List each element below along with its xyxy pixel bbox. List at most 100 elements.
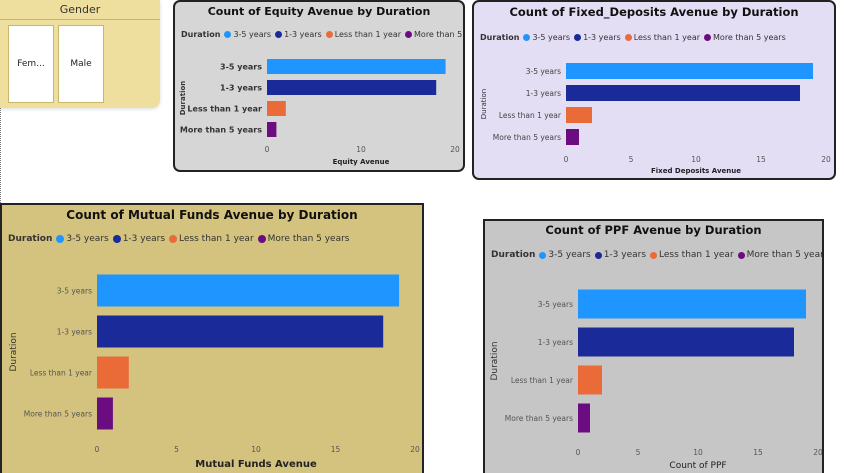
category-label: 1-3 years	[538, 338, 573, 347]
chart-title: Count of PPF Avenue by Duration	[545, 223, 762, 237]
legend-title: Duration	[491, 250, 536, 260]
equity-bar-chart: 3-5 years 1-3 years Less than 1 year More t…	[179, 59, 460, 166]
x-axis-title: Mutual Funds Avenue	[195, 459, 317, 470]
legend-label: 3-5 years	[532, 33, 571, 42]
bar-more-than-5-years	[267, 122, 277, 137]
legend-label: Less than 1 year	[334, 30, 402, 39]
category-label: 3-5 years	[220, 63, 262, 72]
x-tick-label: 5	[636, 448, 641, 457]
x-tick-label: 10	[251, 445, 261, 454]
legend-marker	[624, 34, 632, 41]
x-axis-title: Equity Avenue	[333, 158, 390, 166]
bar-less-than-1-year	[97, 356, 129, 389]
x-tick-label: 5	[174, 445, 179, 454]
x-tick-label: 20	[821, 155, 831, 164]
legend-item-less-than-1-year[interactable]: Less than 1 year	[624, 33, 701, 42]
x-tick-label: 0	[95, 445, 100, 454]
x-tick-label: 5	[629, 155, 634, 164]
legend-marker	[704, 34, 712, 41]
x-tick-label: 20	[410, 445, 420, 454]
category-label: More than 5 years	[24, 410, 92, 419]
bar-1-3-years	[578, 327, 794, 357]
chart-legend: Duration 3-5 years 1-3 years Less than 1…	[491, 250, 824, 260]
legend-item-1-3-years[interactable]: 1-3 years	[574, 33, 621, 42]
chart-title: Count of Mutual Funds Avenue by Duration	[66, 208, 358, 222]
legend-item-more-than-5-years[interactable]: More than 5 years	[405, 30, 463, 39]
category-label: 3-5 years	[57, 287, 92, 296]
chart-title: Count of Fixed_Deposits Avenue by Durati…	[509, 5, 799, 19]
legend-item-1-3-years[interactable]: 1-3 years	[594, 250, 647, 260]
slicer-option-male[interactable]: Male	[58, 25, 104, 103]
legend-marker	[169, 235, 178, 243]
legend-item-more-than-5-years[interactable]: More than 5 years	[257, 234, 350, 244]
category-label: 1-3 years	[57, 328, 92, 337]
y-axis-title: Duration	[480, 89, 488, 119]
legend-marker	[275, 31, 283, 38]
legend-item-less-than-1-year[interactable]: Less than 1 year	[169, 234, 254, 244]
legend-label: More than 5 years	[746, 250, 824, 260]
legend-item-3-5-years[interactable]: 3-5 years	[56, 234, 109, 244]
category-label: 1-3 years	[526, 89, 561, 98]
chart-legend: Duration 3-5 years 1-3 years Less than 1…	[480, 33, 790, 42]
legend-item-3-5-years[interactable]: 3-5 years	[539, 250, 591, 260]
equity-chart-card[interactable]: Count of Equity Avenue by Duration Durat…	[173, 0, 465, 172]
legend-item-1-3-years[interactable]: 1-3 years	[275, 30, 322, 39]
legend-label: 1-3 years	[603, 250, 647, 260]
category-label: Less than 1 year	[187, 105, 262, 114]
fixed-deposits-bar-chart: 3-5 years 1-3 years Less than 1 year More t…	[480, 63, 831, 175]
legend-label: 3-5 years	[66, 234, 109, 244]
chart-legend: Duration 3-5 years 1-3 years Less than 1…	[8, 234, 354, 244]
legend-marker	[539, 251, 547, 259]
legend-label: Less than 1 year	[633, 33, 701, 42]
legend-marker	[594, 251, 602, 259]
x-tick-label: 20	[813, 448, 822, 457]
ppf-bar-chart: 3-5 years 1-3 years Less than 1 year More t…	[490, 289, 822, 471]
chart-title: Count of Equity Avenue by Duration	[207, 5, 431, 18]
legend-label: 3-5 years	[233, 30, 272, 39]
y-axis-title: Duration	[9, 332, 19, 371]
fixed-deposits-chart-card[interactable]: Count of Fixed_Deposits Avenue by Durati…	[472, 0, 836, 180]
legend-item-1-3-years[interactable]: 1-3 years	[112, 234, 166, 244]
bar-more-than-5-years	[97, 397, 113, 430]
legend-marker	[112, 235, 121, 243]
category-label: Less than 1 year	[499, 111, 562, 120]
bar-3-5-years	[267, 59, 446, 74]
y-axis-title: Duration	[179, 81, 187, 116]
ppf-chart-card[interactable]: Count of PPF Avenue by Duration Duration…	[483, 219, 824, 473]
slicer-divider	[0, 19, 160, 20]
chart-legend: Duration 3-5 years 1-3 years Less than 1…	[181, 30, 463, 39]
legend-label: 1-3 years	[583, 33, 621, 42]
legend-label: 3-5 years	[548, 250, 591, 260]
legend-label: More than 5 years	[713, 33, 786, 42]
legend-marker	[650, 251, 658, 259]
x-axis-title: Count of PPF	[669, 461, 726, 471]
legend-item-3-5-years[interactable]: 3-5 years	[523, 33, 570, 42]
bar-3-5-years	[578, 289, 806, 319]
legend-item-3-5-years[interactable]: 3-5 years	[224, 30, 271, 39]
category-label: More than 5 years	[180, 126, 262, 135]
legend-item-less-than-1-year[interactable]: Less than 1 year	[325, 30, 402, 39]
legend-item-more-than-5-years[interactable]: More than 5 years	[704, 33, 786, 42]
mutual-funds-bar-chart: 3-5 years 1-3 years Less than 1 year More t…	[9, 274, 420, 470]
bar-less-than-1-year	[267, 101, 286, 116]
legend-label: 1-3 years	[284, 30, 322, 39]
legend-marker	[405, 31, 413, 38]
bar-less-than-1-year	[578, 365, 602, 395]
legend-label: More than 5 years	[414, 30, 463, 39]
x-tick-label: 10	[356, 145, 366, 154]
legend-marker	[574, 34, 582, 41]
gender-slicer: Gender Fem... Male	[0, 0, 160, 108]
legend-label: 1-3 years	[122, 234, 166, 244]
bar-more-than-5-years	[566, 129, 579, 145]
legend-item-more-than-5-years[interactable]: More than 5 years	[737, 250, 824, 260]
slicer-option-female[interactable]: Fem...	[8, 25, 54, 103]
category-label: Less than 1 year	[30, 369, 93, 378]
mutual-funds-chart-card[interactable]: Count of Mutual Funds Avenue by Duration…	[0, 203, 424, 473]
bar-3-5-years	[97, 274, 400, 307]
category-label: 1-3 years	[220, 84, 262, 93]
x-tick-label: 0	[564, 155, 569, 164]
x-tick-label: 15	[756, 155, 766, 164]
category-label: Less than 1 year	[511, 376, 574, 385]
legend-item-less-than-1-year[interactable]: Less than 1 year	[650, 250, 734, 260]
legend-marker	[56, 235, 65, 243]
